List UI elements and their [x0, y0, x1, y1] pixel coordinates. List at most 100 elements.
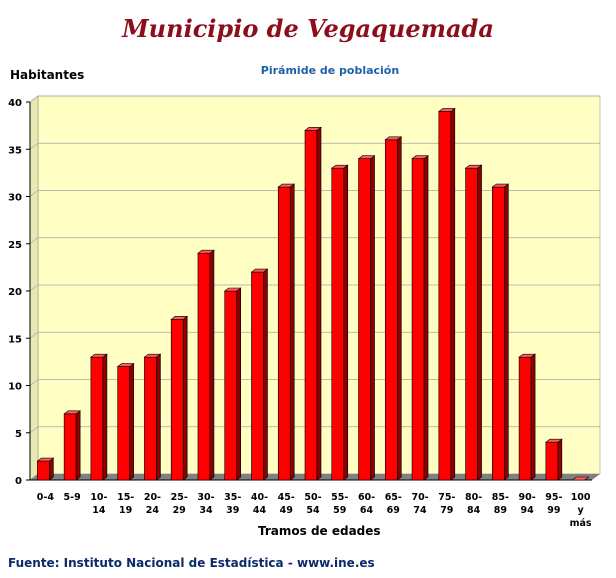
x-tick-label: 50-54: [304, 492, 321, 516]
bar: [571, 476, 590, 481]
x-tick-label: 0-4: [37, 492, 55, 503]
bar-side: [504, 183, 509, 481]
x-tick-label: 85-89: [492, 492, 509, 516]
bar-top: [384, 136, 403, 141]
y-tick-label: 20: [8, 287, 22, 298]
y-tick-label: 30: [8, 193, 22, 204]
bar: [518, 356, 532, 481]
y-axis-label: Habitantes: [10, 68, 85, 82]
bar-top: [464, 164, 483, 169]
bar-side: [423, 155, 429, 481]
x-tick-label: 30-34: [197, 492, 214, 516]
bar: [411, 158, 425, 481]
x-tick-labels: 0-4 5-9 10-14 15-19 20-24 25-29 30-34 35-39 40-4…: [37, 492, 592, 529]
main-title: Municipio de Vegaquemada: [122, 14, 494, 43]
source-footer: Fuente: Instituto Nacional de Estadístic…: [8, 556, 375, 570]
x-tick-label: 80-84: [465, 492, 482, 516]
bar: [492, 186, 505, 481]
bar: [197, 252, 211, 481]
bar: [438, 111, 452, 481]
x-tick-label: 35-39: [224, 492, 241, 516]
bar: [224, 290, 238, 481]
bar-top: [197, 249, 215, 254]
bar: [170, 319, 184, 481]
y-tick-label: 25: [8, 240, 22, 251]
bar-side: [289, 183, 295, 481]
bar-side: [156, 353, 161, 481]
x-tick-label: 90-94: [519, 492, 536, 516]
x-tick-label: 100 y más: [570, 492, 592, 529]
bar: [37, 460, 50, 481]
bar: [251, 271, 264, 481]
bar-top: [90, 353, 108, 358]
y-tick-label: 0: [15, 476, 22, 487]
x-tick-label: 65-69: [385, 492, 402, 516]
gridline: [29, 95, 600, 103]
x-tick-label: 75-79: [438, 492, 455, 516]
bar-top: [170, 316, 189, 320]
x-tick-label: 60-64: [358, 492, 375, 516]
x-axis-label: Tramos de edades: [258, 524, 381, 538]
bar-top: [491, 183, 510, 188]
x-tick-label: 70-74: [411, 492, 428, 516]
bar: [331, 167, 345, 481]
bar: [117, 366, 130, 481]
y-tick-label: 5: [15, 429, 22, 440]
bar-top: [250, 268, 269, 273]
bar: [545, 441, 559, 481]
bar-side: [209, 249, 215, 481]
x-tick-label: 55-59: [331, 492, 348, 516]
bar-top: [143, 353, 162, 358]
bar-top: [357, 155, 376, 159]
x-tick-label: 40-44: [251, 492, 268, 516]
bar: [358, 158, 371, 481]
bar-top: [116, 363, 135, 367]
bar-side: [530, 353, 536, 481]
x-tick-label: 10-14: [90, 492, 107, 516]
bar: [277, 186, 291, 481]
chart-title: Pirámide de población: [260, 64, 400, 77]
bar: [384, 139, 398, 481]
bar: [144, 356, 157, 481]
bar: [304, 130, 318, 481]
y-tick-label: 10: [8, 382, 22, 393]
bars: [36, 107, 590, 481]
bar-top: [437, 108, 456, 112]
bar-top: [544, 438, 563, 443]
bar-side: [236, 287, 242, 481]
bar-top: [277, 183, 296, 188]
bar-side: [370, 155, 375, 481]
bar-side: [75, 410, 81, 481]
y-tick-labels: 0 5 10 15 20 25 30 35 40: [8, 98, 22, 487]
y-tick-label: 15: [8, 334, 22, 345]
y-tick-label: 40: [8, 98, 22, 109]
bar-side: [343, 164, 349, 481]
bar-top: [411, 155, 429, 159]
bar-side: [129, 363, 134, 481]
bar-top: [330, 164, 349, 169]
bar-side: [102, 353, 108, 481]
bar: [465, 167, 478, 481]
bar-side: [182, 315, 188, 481]
x-tick-label: 15-19: [117, 492, 134, 516]
gridline: [29, 142, 600, 150]
bar-top: [223, 287, 242, 292]
x-tick-label: 5-9: [64, 492, 81, 503]
bar-top: [518, 353, 536, 358]
y-tick-label: 35: [8, 145, 22, 156]
bar: [63, 413, 77, 481]
bar-side: [396, 136, 402, 481]
bar-side: [557, 438, 563, 481]
x-tick-label: 20-24: [144, 492, 161, 516]
bar-side: [316, 126, 322, 481]
x-tick-label: 25-29: [171, 492, 188, 516]
bar-side: [477, 164, 482, 481]
x-tick-label: 95-99: [545, 492, 562, 516]
bar-top: [63, 410, 82, 415]
bar-side: [49, 457, 54, 481]
bar-top: [304, 127, 322, 131]
bar: [90, 356, 104, 481]
x-tick-label: 45-49: [278, 492, 295, 516]
bar-top: [36, 457, 55, 462]
